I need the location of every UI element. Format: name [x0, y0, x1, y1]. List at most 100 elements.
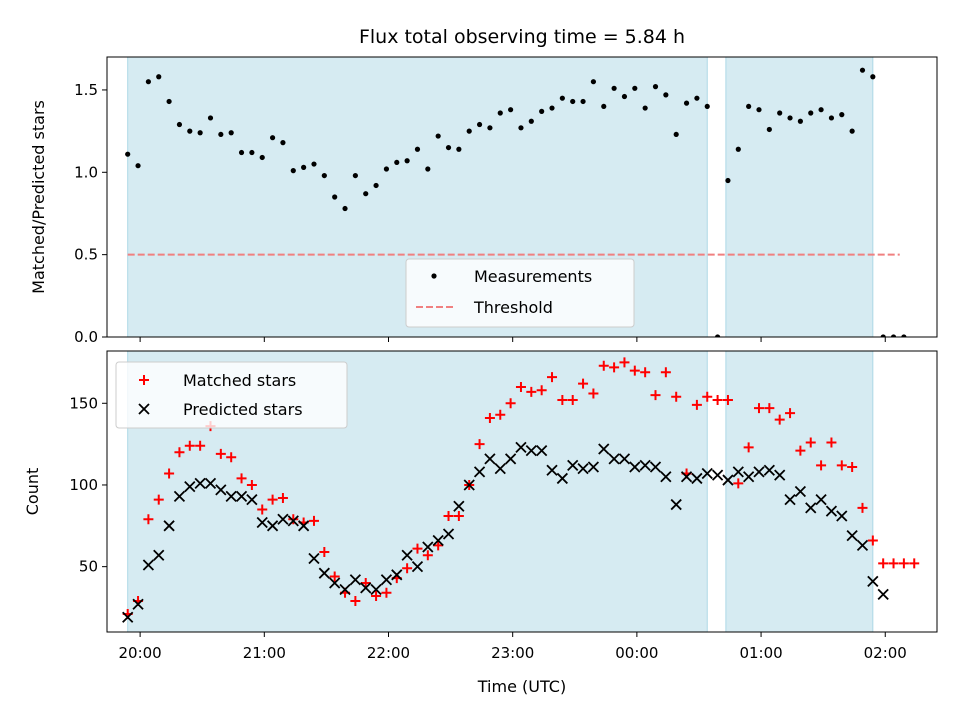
- predicted-point: [691, 472, 703, 485]
- matched-point: [857, 502, 868, 513]
- matched-point: [795, 445, 806, 456]
- measurement-point: [808, 110, 814, 116]
- predicted-point: [763, 464, 775, 476]
- y-tick-label: 1.0: [74, 163, 98, 181]
- predicted-point: [308, 552, 320, 565]
- measurement-point: [363, 191, 369, 197]
- measurement-point: [301, 164, 307, 170]
- matched-point: [640, 367, 651, 378]
- matched-point: [329, 571, 340, 582]
- measurement-point: [207, 115, 214, 121]
- measurement-point: [466, 128, 472, 134]
- predicted-point: [329, 577, 341, 589]
- measurement-point: [435, 133, 441, 139]
- measurement-point: [404, 158, 410, 164]
- chart-title: Flux total observing time = 5.84 h: [359, 26, 685, 48]
- predicted-point: [867, 575, 879, 587]
- matched-point: [381, 587, 392, 598]
- measurement-point: [269, 135, 276, 141]
- predicted-point: [246, 494, 258, 506]
- measurement-point: [621, 93, 628, 100]
- predicted-point: [805, 502, 817, 514]
- predicted-point: [836, 510, 848, 522]
- measurement-point: [549, 105, 555, 111]
- matched-point: [650, 390, 661, 401]
- x-tick-label: 20:00: [119, 644, 162, 662]
- predicted-point: [774, 469, 786, 481]
- legend-marker-measurements: [431, 273, 437, 279]
- matched-point: [578, 378, 589, 389]
- predicted-point: [339, 583, 351, 596]
- matched-point: [836, 460, 847, 471]
- x-tick-label: 02:00: [864, 644, 907, 662]
- matched-point: [402, 563, 413, 574]
- predicted-point: [184, 480, 196, 493]
- measurement-point: [890, 334, 897, 337]
- matched-point: [743, 442, 754, 453]
- measurement-point: [280, 140, 286, 146]
- measurement-point: [497, 110, 503, 116]
- matched-point: [598, 360, 609, 371]
- matched-point: [691, 399, 702, 410]
- measurement-point: [332, 194, 338, 200]
- series-matched-stars: [122, 357, 920, 620]
- measurement-point: [683, 100, 690, 106]
- matched-point: [288, 514, 299, 525]
- y-axis-label: Count: [23, 468, 42, 516]
- matched-point: [308, 515, 319, 526]
- predicted-point: [422, 541, 434, 553]
- measurement-point: [694, 95, 700, 101]
- legend-label: Matched stars: [183, 371, 296, 390]
- matched-point: [360, 577, 371, 588]
- predicted-point: [504, 453, 517, 465]
- predicted-point: [453, 500, 465, 512]
- predicted-point: [256, 516, 268, 529]
- matched-point: [371, 591, 382, 602]
- measurement-point: [611, 85, 617, 91]
- measurement-point: [311, 161, 317, 167]
- measurement-point: [849, 128, 855, 134]
- predicted-point: [287, 515, 299, 527]
- matched-point: [433, 540, 444, 551]
- matched-point: [536, 385, 547, 396]
- measurement-point: [714, 334, 721, 337]
- predicted-point: [525, 445, 537, 457]
- measurement-point: [487, 125, 493, 131]
- measurement-point: [766, 126, 772, 133]
- predicted-point: [153, 549, 165, 561]
- predicted-point: [318, 567, 330, 579]
- predicted-point: [649, 461, 662, 473]
- matched-point: [277, 493, 288, 504]
- series-predicted-stars: [122, 441, 889, 623]
- measurement-point: [125, 151, 131, 157]
- predicted-point: [142, 559, 155, 571]
- measurement-point: [787, 115, 793, 121]
- count-panel: 50 100 150 20:00 21:00 22:00 23:00 00:00 01:00 02…: [23, 350, 938, 696]
- matched-point: [888, 558, 899, 569]
- measurement-point: [735, 146, 741, 152]
- matched-point: [867, 535, 878, 546]
- axes-frame: [106, 56, 938, 338]
- matched-point: [753, 403, 764, 414]
- measurement-point: [187, 128, 193, 134]
- predicted-point: [132, 598, 144, 610]
- measurement-point: [859, 67, 866, 73]
- measurement-point: [166, 98, 172, 105]
- legend-marker-matched: [139, 375, 149, 385]
- observing-interval-1: [725, 56, 874, 338]
- matched-point: [495, 409, 506, 420]
- matched-point: [526, 386, 537, 397]
- matched-point: [143, 514, 154, 525]
- matched-point: [412, 543, 423, 554]
- matched-point: [319, 546, 330, 557]
- predicted-point: [473, 466, 486, 478]
- predicted-point: [442, 528, 455, 540]
- y-tick-label: 0.5: [74, 246, 98, 264]
- predicted-point: [401, 549, 413, 561]
- plot-area: [125, 67, 907, 337]
- matched-point: [153, 494, 164, 505]
- measurement-point: [383, 166, 390, 172]
- predicted-point: [784, 494, 796, 506]
- y-tick-label: 50: [79, 558, 98, 576]
- measurement-point: [880, 334, 886, 337]
